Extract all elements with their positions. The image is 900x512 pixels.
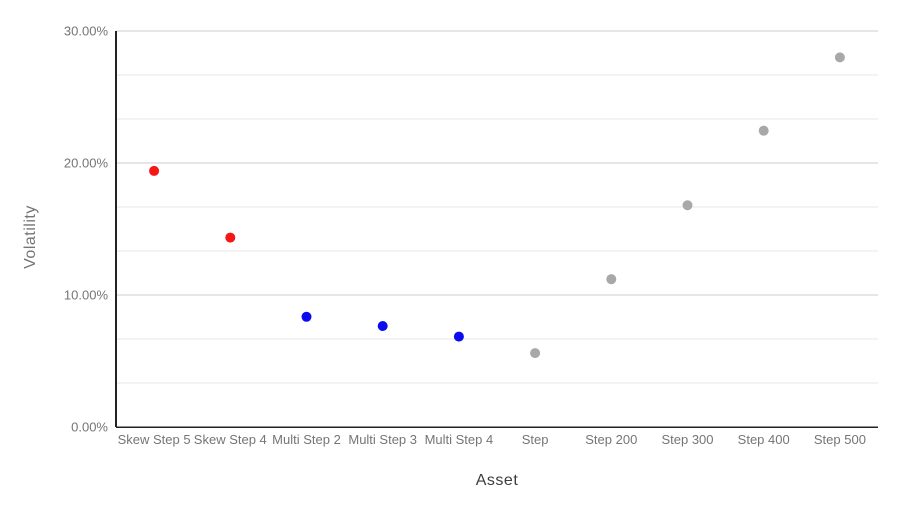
data-point-blue[interactable] bbox=[453, 331, 464, 342]
x-axis-category-label: Step 500 bbox=[814, 432, 866, 447]
y-axis-tick-label: 0.00% bbox=[71, 420, 108, 435]
data-point-blue[interactable] bbox=[377, 321, 388, 332]
x-axis-category-label: Step 300 bbox=[661, 432, 713, 447]
x-axis-category-label: Step bbox=[522, 432, 549, 447]
y-axis-tick-label: 20.00% bbox=[64, 156, 109, 171]
x-axis-category-label: Skew Step 4 bbox=[194, 432, 267, 447]
y-axis-tick-label: 30.00% bbox=[64, 24, 109, 39]
data-point-red[interactable] bbox=[149, 165, 160, 176]
data-point-gray[interactable] bbox=[834, 52, 845, 63]
x-axis-category-label: Step 200 bbox=[585, 432, 637, 447]
data-point-gray[interactable] bbox=[606, 274, 617, 285]
x-axis-category-label: Multi Step 4 bbox=[425, 432, 494, 447]
data-point-gray[interactable] bbox=[530, 348, 541, 359]
data-point-gray[interactable] bbox=[682, 200, 693, 211]
x-axis-category-label: Multi Step 3 bbox=[348, 432, 417, 447]
x-axis-title: Asset bbox=[475, 472, 519, 489]
data-point-blue[interactable] bbox=[301, 311, 312, 322]
x-axis-category-label: Step 400 bbox=[738, 432, 790, 447]
data-point-red[interactable] bbox=[225, 232, 236, 243]
x-axis-category-label: Multi Step 2 bbox=[272, 432, 341, 447]
data-point-gray[interactable] bbox=[758, 125, 769, 136]
y-axis-tick-label: 10.00% bbox=[64, 288, 109, 303]
x-axis-category-label: Skew Step 5 bbox=[118, 432, 191, 447]
y-axis-title: Volatility bbox=[22, 205, 39, 269]
